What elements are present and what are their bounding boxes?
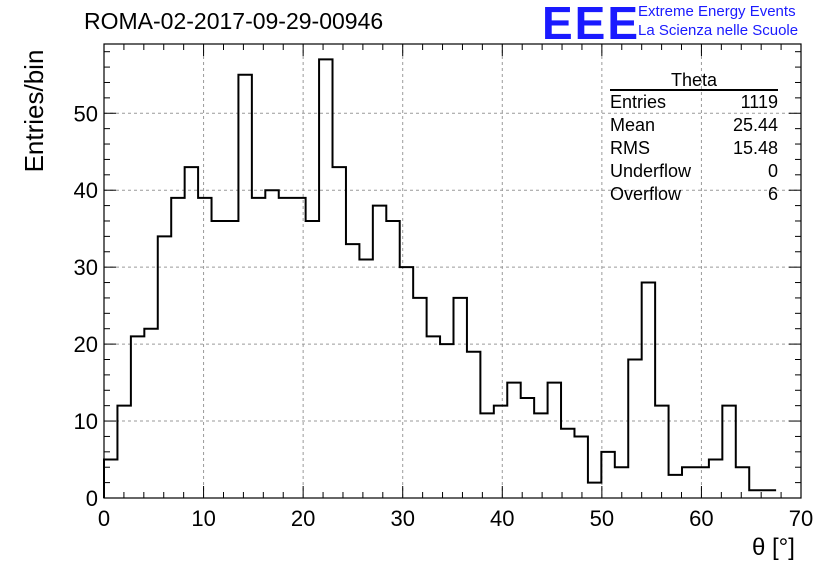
histogram-bin xyxy=(386,221,399,498)
histogram-bin xyxy=(722,406,735,498)
histogram-bin xyxy=(158,236,171,498)
histogram-bin xyxy=(695,467,708,498)
x-tick-label: 60 xyxy=(689,506,713,531)
histogram-bin xyxy=(548,383,561,498)
histogram-bin xyxy=(601,452,614,498)
histogram-bin xyxy=(104,460,117,498)
histogram-bin xyxy=(359,259,372,498)
histogram-bin xyxy=(333,167,346,498)
histogram-bin xyxy=(117,406,130,498)
histogram-bin xyxy=(238,75,251,498)
histogram-bin xyxy=(279,198,292,498)
histogram-bin xyxy=(413,298,426,498)
histogram-bin xyxy=(225,221,238,498)
stat-value: 25.44 xyxy=(732,115,778,135)
histogram-bin xyxy=(427,336,440,498)
histogram-bin xyxy=(198,198,211,498)
histogram-bin xyxy=(763,490,776,498)
plot-frame xyxy=(103,43,802,499)
stat-label: Entries xyxy=(610,92,667,112)
histogram-bin xyxy=(144,329,157,498)
x-tick-label: 0 xyxy=(98,506,110,531)
histogram-bin xyxy=(212,221,225,498)
histogram-bin xyxy=(574,436,587,498)
stat-row-underflow: Underflow 0 xyxy=(610,160,778,183)
stat-row-entries: Entries 1119 xyxy=(610,91,778,114)
histogram-bin xyxy=(507,383,520,498)
histogram-bin xyxy=(494,406,507,498)
histogram-outline xyxy=(103,58,777,498)
y-tick-label: 10 xyxy=(74,409,98,434)
histogram-bin xyxy=(185,167,198,498)
stat-label: Underflow xyxy=(610,161,692,181)
stat-value: 15.48 xyxy=(732,138,778,158)
stat-value: 0 xyxy=(767,161,778,181)
histogram-bin xyxy=(655,406,668,498)
stats-box: Theta Entries 1119 Mean 25.44 RMS 15.48 … xyxy=(610,68,778,206)
histogram-bin xyxy=(467,352,480,498)
y-tick-label: 30 xyxy=(74,255,98,280)
histogram-bin xyxy=(171,198,184,498)
logo-line-2: La Scienza nelle Scuole xyxy=(638,22,799,39)
histogram-bin xyxy=(682,467,695,498)
stat-label: RMS xyxy=(610,138,650,158)
histogram-bin xyxy=(588,483,601,498)
histogram-bin xyxy=(561,429,574,498)
histogram-bin xyxy=(736,467,749,498)
x-tick-label: 20 xyxy=(291,506,315,531)
histogram-bin xyxy=(131,336,144,498)
x-tick-label: 10 xyxy=(191,506,215,531)
histogram-bin xyxy=(480,413,493,498)
axes xyxy=(103,43,802,499)
histogram-bin xyxy=(628,359,641,498)
stat-row-mean: Mean 25.44 xyxy=(610,114,778,137)
x-tick-label: 30 xyxy=(390,506,414,531)
histogram-bin xyxy=(306,221,319,498)
axis-ticks xyxy=(103,44,802,499)
stat-value: 1119 xyxy=(740,92,778,112)
y-tick-label: 20 xyxy=(74,332,98,357)
logo-caption: Extreme Energy Events La Scienza nelle S… xyxy=(638,2,798,40)
y-tick-label: 50 xyxy=(74,101,98,126)
stat-row-rms: RMS 15.48 xyxy=(610,137,778,160)
histogram-bin xyxy=(252,198,265,498)
histogram-bin xyxy=(521,398,534,498)
chart-title: ROMA-02-2017-09-29-00946 xyxy=(84,8,384,34)
histogram-bin xyxy=(453,298,466,498)
x-axis-label: θ [°] xyxy=(752,534,795,561)
y-tick-label: 40 xyxy=(74,178,98,203)
stat-label: Mean xyxy=(610,115,656,135)
histogram-bin xyxy=(400,267,413,498)
histogram-bin xyxy=(346,244,359,498)
histogram-bin xyxy=(642,283,655,498)
y-tick-label: 0 xyxy=(86,486,98,511)
histogram-bin xyxy=(534,413,547,498)
histogram-bars xyxy=(103,58,777,498)
stat-label: Overflow xyxy=(610,184,682,204)
eee-logo: EEE xyxy=(542,0,641,49)
x-tick-label: 70 xyxy=(789,506,813,531)
x-tick-label: 40 xyxy=(490,506,514,531)
y-axis-label: Entries/bin xyxy=(19,49,49,173)
stat-row-overflow: Overflow 6 xyxy=(610,183,778,206)
histogram-bin xyxy=(669,475,682,498)
stats-title: Theta xyxy=(610,68,778,91)
histogram-bin xyxy=(373,206,386,498)
histogram-bin xyxy=(709,460,722,498)
stat-value: 6 xyxy=(767,184,778,204)
histogram-bin xyxy=(319,59,332,498)
logo-line-1: Extreme Energy Events xyxy=(638,3,796,20)
histogram-bin xyxy=(749,490,762,498)
x-tick-label: 50 xyxy=(590,506,614,531)
